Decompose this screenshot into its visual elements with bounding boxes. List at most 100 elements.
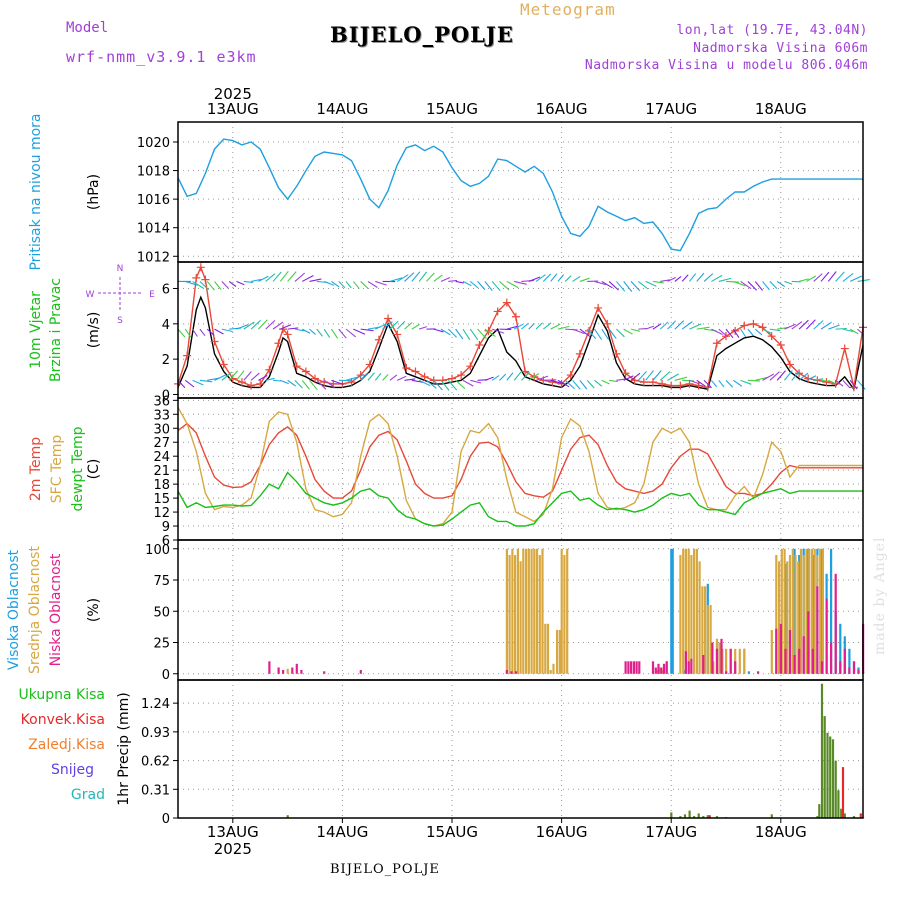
wind-arrow <box>484 376 494 381</box>
wind-arrow <box>689 379 701 385</box>
wind-arrow <box>616 328 625 338</box>
wind-arrow <box>755 376 768 381</box>
bar-clouds <box>706 605 709 674</box>
wind-arrow <box>447 328 457 338</box>
wind-arrow <box>711 328 723 335</box>
wind-arrow <box>243 371 252 381</box>
precip-legend-label: Konvek.Kisa <box>21 712 105 728</box>
wind-arrow <box>455 379 466 390</box>
bar-clouds <box>525 548 528 674</box>
bar-precip <box>702 816 705 818</box>
gust-marker <box>448 374 456 383</box>
wind-arrow <box>667 373 679 381</box>
wind-arrow <box>842 328 854 333</box>
bar-clouds <box>798 648 801 674</box>
x-day-label-top: 14AUG <box>316 100 368 118</box>
bar-clouds <box>519 561 522 674</box>
bar-precip <box>715 816 719 818</box>
wind-arrow <box>236 280 245 286</box>
bar-clouds <box>794 555 797 674</box>
bar-clouds <box>778 561 781 674</box>
bar-clouds <box>757 671 760 674</box>
bar-clouds <box>670 548 673 674</box>
side-label: Niska Oblacnost <box>48 553 64 666</box>
wind-arrow <box>199 281 209 291</box>
gust-marker <box>347 378 356 387</box>
bar-clouds <box>505 670 508 674</box>
altitude-label: Nadmorska Visina 606m <box>693 41 868 56</box>
wind-arrow <box>228 280 237 287</box>
wind-arrow <box>426 379 437 389</box>
wind-arrow <box>616 378 627 381</box>
wind-arrow <box>250 319 261 330</box>
bar-clouds <box>734 661 737 674</box>
bar-clouds <box>291 667 294 674</box>
wind-arrow <box>594 328 603 341</box>
bar-clouds <box>690 658 693 674</box>
wind-arrow <box>805 319 816 330</box>
wind-arrow <box>732 379 743 387</box>
wind-arrow <box>280 379 289 385</box>
model-name: wrf-nmm_v3.9.1 e3km <box>66 48 257 66</box>
bar-clouds <box>715 648 719 674</box>
wind-arrow <box>710 379 718 388</box>
y-tick-label: 25 <box>153 637 170 652</box>
bar-precip <box>706 815 709 818</box>
x-day-label-top: 13AUG <box>207 100 259 118</box>
station-title: BIJELO_POLJE <box>330 22 514 47</box>
bar-clouds <box>720 638 723 674</box>
bar-clouds <box>786 561 789 674</box>
wind-arrow <box>791 321 803 330</box>
wind-arrow <box>331 379 344 386</box>
wind-arrow <box>849 328 859 335</box>
bar-clouds <box>563 555 566 674</box>
wind-arrow <box>301 275 314 282</box>
gust-marker <box>648 378 657 387</box>
precip-legend-label: Zaledj.Kisa <box>28 737 105 753</box>
wind-arrow <box>835 379 844 387</box>
wind-arrow <box>492 328 505 334</box>
bar-precip <box>286 815 289 818</box>
bar-clouds <box>359 670 362 674</box>
wind-arrow <box>798 319 809 330</box>
wind-arrow <box>265 273 276 282</box>
wind-arrow <box>338 328 347 339</box>
bar-clouds <box>839 623 842 674</box>
gust-marker <box>749 319 758 328</box>
gust-marker <box>237 378 246 387</box>
wind-arrow <box>754 328 763 336</box>
side-label: 10m Vjetar <box>28 291 44 369</box>
gust-marker <box>475 341 484 350</box>
wind-arrow <box>294 272 306 282</box>
gust-marker <box>274 339 283 348</box>
wind-arrow <box>681 274 689 282</box>
gust-marker <box>703 383 712 392</box>
y-tick-label: 4 <box>162 318 170 333</box>
wind-arrow <box>440 276 451 282</box>
y-tick-label: 2 <box>162 353 170 368</box>
wind-arrow <box>784 323 796 330</box>
wind-arrow <box>477 281 486 291</box>
bar-clouds <box>813 548 816 674</box>
bar-clouds <box>684 548 687 674</box>
y-tick-label: 100 <box>145 543 170 558</box>
bar-clouds <box>300 670 303 674</box>
wind-arrow <box>645 370 654 381</box>
panel-pressure: 1012 1014 1016 1018 1020 (hPa) Pritisak na niv… <box>28 113 864 271</box>
wind-arrow <box>185 280 198 286</box>
bar-clouds <box>821 548 824 674</box>
bar-clouds <box>805 548 808 674</box>
bar-precip <box>683 814 687 818</box>
gust-marker <box>301 367 310 376</box>
wind-arrow <box>842 272 854 282</box>
wind-arrow <box>491 375 500 381</box>
wind-arrow <box>798 278 809 282</box>
wind-arrow <box>257 319 268 330</box>
bar-precip <box>816 816 819 818</box>
bar-precip <box>826 732 829 818</box>
bar-precip <box>823 716 826 818</box>
wind-arrow <box>294 328 305 332</box>
bar-clouds <box>516 548 519 674</box>
gust-marker <box>566 371 575 380</box>
